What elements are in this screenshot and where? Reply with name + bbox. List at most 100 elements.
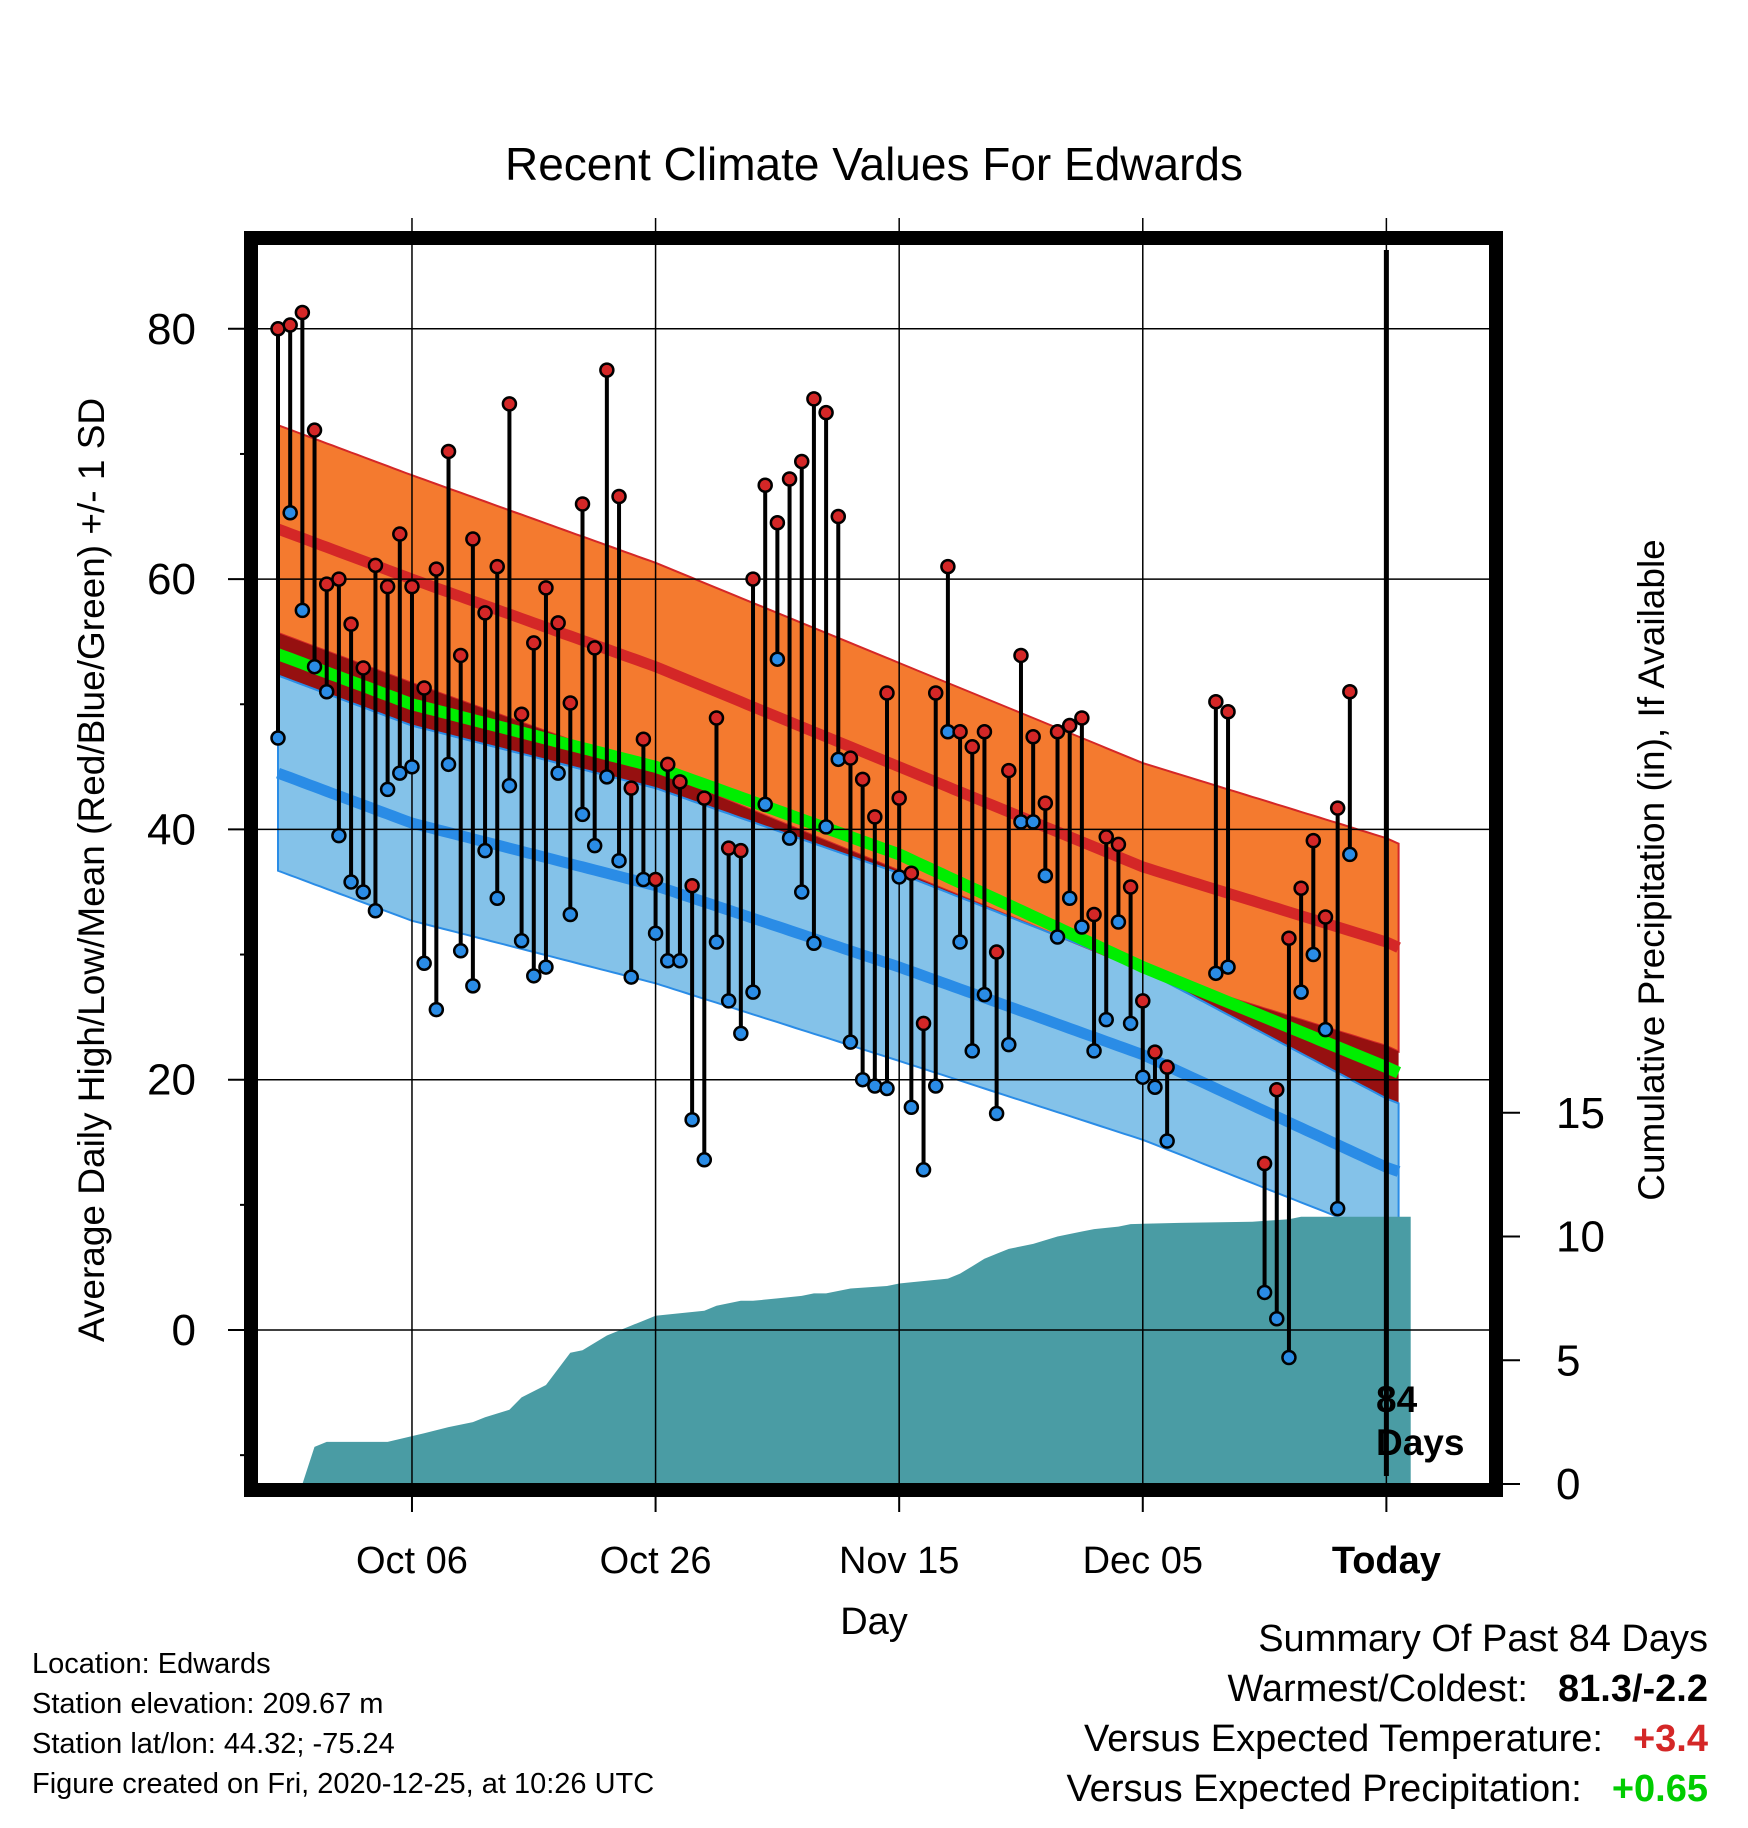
daily-low-point bbox=[976, 986, 993, 1003]
daily-low-point bbox=[392, 765, 408, 781]
daily-high-point bbox=[903, 865, 920, 881]
daily-low-point bbox=[696, 1152, 713, 1168]
days-label-word: Days bbox=[1376, 1422, 1464, 1463]
daily-low-point bbox=[854, 1071, 871, 1088]
daily-low-point bbox=[1037, 867, 1054, 884]
daily-high-point bbox=[1281, 930, 1297, 947]
daily-high-point bbox=[465, 531, 481, 547]
daily-low-point bbox=[513, 933, 530, 949]
daily-low-point bbox=[489, 890, 505, 906]
daily-low-point bbox=[927, 1078, 944, 1094]
daily-low-point bbox=[586, 837, 603, 854]
daily-low-point bbox=[1159, 1133, 1175, 1149]
daily-high-point bbox=[927, 685, 944, 701]
precip-area bbox=[265, 1216, 1411, 1484]
y-tick-label-left: 80 bbox=[147, 305, 196, 354]
daily-high-point bbox=[1122, 879, 1139, 895]
daily-high-point bbox=[392, 526, 408, 542]
low-sd-upper-line bbox=[277, 674, 1399, 1105]
daily-high-point bbox=[294, 304, 311, 321]
daily-high-point bbox=[696, 790, 713, 806]
daily-low-point bbox=[440, 756, 457, 773]
daily-high-point bbox=[513, 706, 530, 723]
daily-high-point bbox=[1208, 693, 1224, 710]
daily-high-point bbox=[416, 680, 432, 696]
daily-low-point bbox=[550, 765, 566, 781]
daily-low-point bbox=[708, 934, 725, 950]
daily-high-point bbox=[915, 1015, 932, 1032]
daily-high-point bbox=[1135, 993, 1151, 1009]
daily-low-point bbox=[501, 777, 518, 794]
daily-low-point bbox=[1098, 1011, 1114, 1028]
daily-high-point bbox=[781, 471, 798, 487]
y-tick-label-left: 40 bbox=[147, 805, 196, 854]
daily-low-point bbox=[1135, 1069, 1151, 1085]
daily-low-point bbox=[416, 955, 432, 972]
daily-high-point bbox=[440, 443, 457, 460]
daily-high-point bbox=[854, 771, 871, 788]
precip-value: +0.65 bbox=[1611, 1768, 1708, 1810]
daily-high-point bbox=[818, 404, 834, 421]
daily-low-point bbox=[1074, 919, 1090, 935]
daily-low-point bbox=[465, 978, 481, 994]
info-elevation: Station elevation: 209.67 m bbox=[32, 1688, 384, 1720]
daily-low-point bbox=[952, 934, 968, 950]
summary-warm-cold: Warmest/Coldest: 81.3/-2.2 bbox=[1227, 1668, 1708, 1711]
y-tick-label-right: 5 bbox=[1556, 1336, 1580, 1385]
daily-low-point bbox=[964, 1043, 981, 1059]
info-latlon: Station lat/lon: 44.32; -75.24 bbox=[32, 1728, 395, 1760]
daily-low-point bbox=[903, 1099, 920, 1115]
daily-high-point bbox=[842, 750, 859, 766]
daily-low-point bbox=[1329, 1200, 1346, 1217]
daily-high-point bbox=[1159, 1059, 1175, 1075]
daily-low-point bbox=[611, 852, 627, 869]
daily-low-point bbox=[282, 505, 298, 521]
daily-high-point bbox=[428, 561, 445, 577]
daily-high-point bbox=[1086, 906, 1102, 923]
daily-low-point bbox=[1049, 929, 1066, 945]
daily-low-point bbox=[404, 759, 420, 775]
daily-low-point bbox=[379, 781, 396, 798]
daily-high-point bbox=[1013, 647, 1029, 664]
daily-low-point bbox=[1110, 914, 1127, 930]
daily-low-point bbox=[733, 1025, 749, 1042]
daily-high-point bbox=[733, 842, 749, 859]
daily-low-point bbox=[1025, 814, 1041, 830]
info-created: Figure created on Fri, 2020-12-25, at 10… bbox=[32, 1768, 655, 1800]
daily-low-point bbox=[1342, 846, 1358, 863]
daily-low-point bbox=[1256, 1284, 1273, 1301]
daily-low-point bbox=[1220, 959, 1236, 975]
daily-high-point bbox=[331, 571, 347, 587]
daily-low-point bbox=[1281, 1349, 1297, 1366]
temp-label: Versus Expected Temperature: bbox=[1084, 1718, 1603, 1760]
daily-high-point bbox=[806, 391, 822, 407]
daily-high-point bbox=[574, 496, 591, 512]
daily-high-point bbox=[501, 396, 518, 412]
y-tick-label-left: 0 bbox=[172, 1306, 196, 1355]
daily-high-point bbox=[306, 422, 323, 438]
plot-frame bbox=[244, 231, 1503, 1497]
daily-high-point bbox=[452, 647, 469, 664]
daily-high-point bbox=[477, 605, 493, 621]
y-axis-label-left: Average Daily High/Low/Mean (Red/Blue/Gr… bbox=[71, 398, 112, 1342]
x-tick-label: Nov 15 bbox=[839, 1540, 959, 1582]
daily-high-point bbox=[623, 780, 639, 796]
daily-low-point bbox=[562, 906, 579, 923]
summary-temp: Versus Expected Temperature: +3.4 bbox=[1084, 1718, 1708, 1761]
daily-high-point bbox=[1269, 1081, 1285, 1098]
mean-line bbox=[275, 648, 1402, 1079]
x-tick-label: Oct 06 bbox=[356, 1540, 468, 1582]
daily-high-point bbox=[1293, 880, 1309, 896]
daily-high-point bbox=[1220, 704, 1236, 720]
daily-low-point bbox=[623, 969, 639, 985]
y-tick-label-left: 60 bbox=[147, 555, 196, 604]
daily-low-point bbox=[1147, 1079, 1163, 1095]
daily-low-point bbox=[915, 1162, 932, 1178]
daily-high-point bbox=[952, 724, 968, 740]
daily-high-point bbox=[1098, 829, 1114, 845]
summary-heading: Summary Of Past 84 Days bbox=[1258, 1618, 1708, 1660]
daily-low-point bbox=[1001, 1036, 1017, 1053]
daily-low-point bbox=[294, 602, 311, 619]
daily-high-point bbox=[379, 578, 396, 595]
